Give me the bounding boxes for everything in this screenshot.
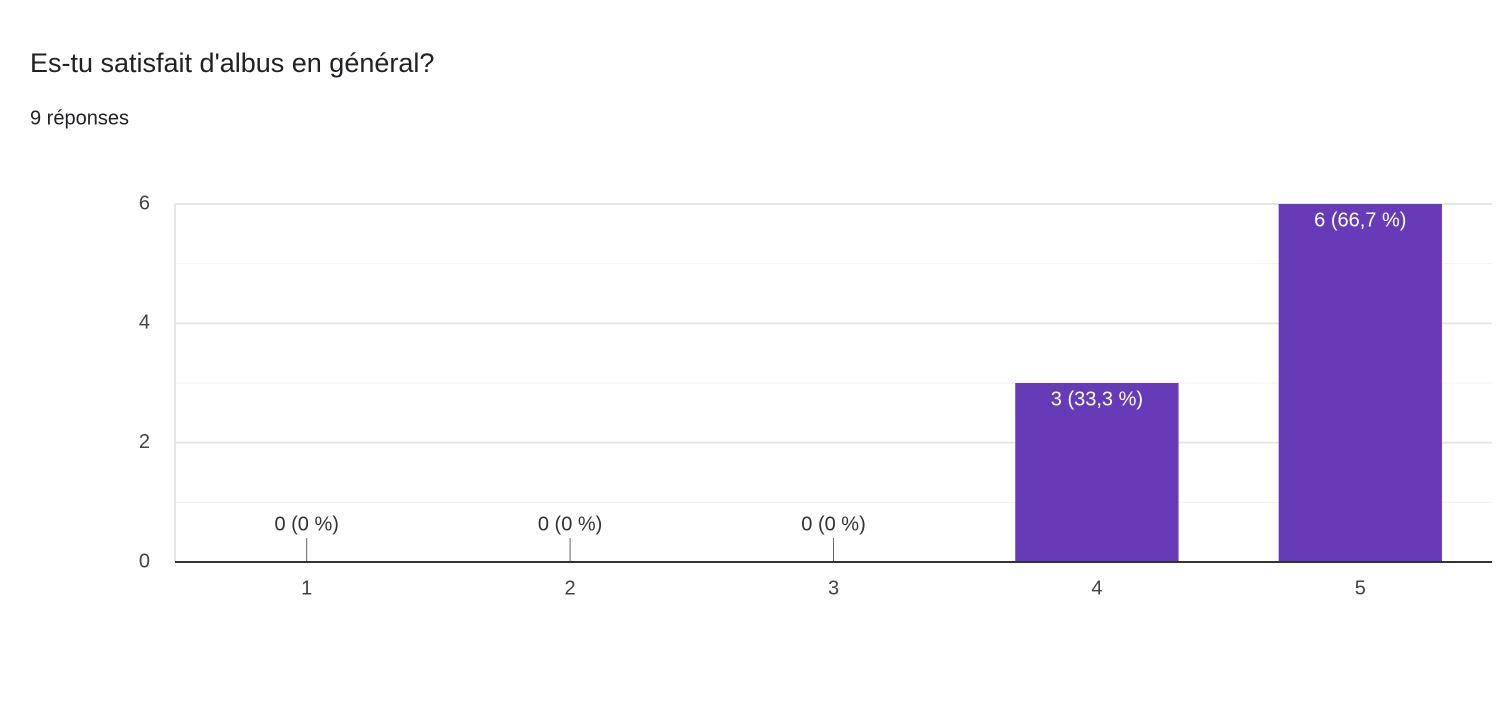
value-label: 0 (0 %) bbox=[274, 513, 338, 535]
bar bbox=[1278, 204, 1442, 562]
x-tick-label: 5 bbox=[1355, 577, 1366, 599]
value-label: 0 (0 %) bbox=[801, 513, 865, 535]
x-tick-label: 3 bbox=[828, 577, 839, 599]
x-tick-label: 4 bbox=[1091, 577, 1102, 599]
value-label: 6 (66,7 %) bbox=[1314, 209, 1406, 231]
x-tick-label: 2 bbox=[565, 577, 576, 599]
chart-subtitle: 9 réponses bbox=[30, 107, 129, 129]
value-label: 3 (33,3 %) bbox=[1051, 388, 1143, 410]
value-label: 0 (0 %) bbox=[538, 513, 602, 535]
chart-title: Es-tu satisfait d'albus en général? bbox=[30, 48, 434, 78]
y-tick-label: 4 bbox=[139, 312, 150, 334]
bar bbox=[1015, 383, 1179, 562]
y-tick-label: 2 bbox=[139, 431, 150, 453]
y-tick-label: 0 bbox=[139, 550, 150, 572]
y-tick-label: 6 bbox=[139, 192, 150, 214]
x-tick-label: 1 bbox=[301, 577, 312, 599]
